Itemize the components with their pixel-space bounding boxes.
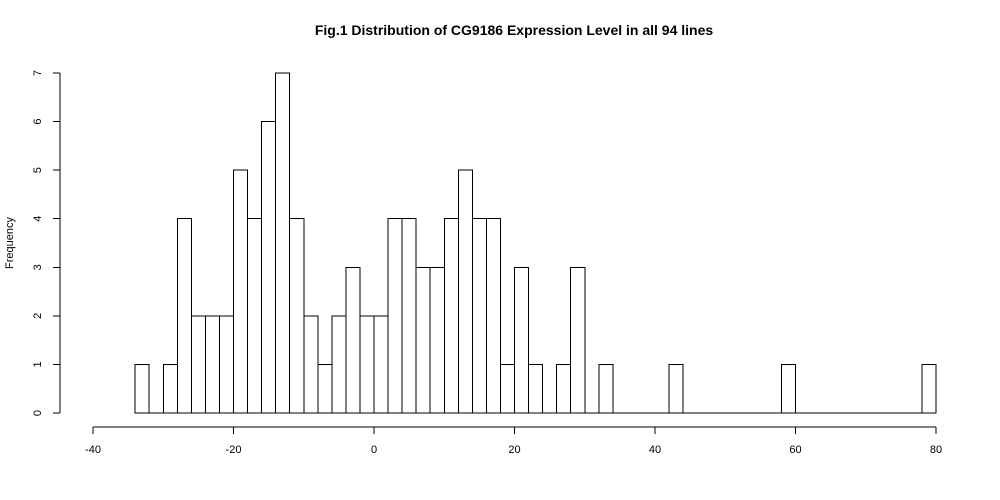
y-tick-label: 4 (32, 216, 44, 222)
histogram-bar (331, 315, 347, 414)
x-tick-label: -40 (85, 444, 101, 456)
histogram-bar (275, 72, 291, 414)
histogram-bar (921, 363, 937, 414)
y-tick-label: 5 (32, 167, 44, 173)
y-tick-label: 2 (32, 313, 44, 319)
y-tick-label: 1 (32, 361, 44, 367)
x-axis: -40 -20 0 20 40 60 80 (85, 426, 942, 456)
histogram-bar (528, 363, 544, 414)
histogram-bar (387, 218, 403, 414)
histogram-bar (162, 363, 178, 414)
x-tick-label: 40 (649, 444, 661, 456)
y-tick-label: 0 (32, 410, 44, 416)
histogram-bar (556, 363, 572, 414)
x-tick-label: 60 (789, 444, 801, 456)
histogram-bar (176, 218, 192, 414)
y-tick-label: 3 (32, 264, 44, 270)
y-tick-label: 6 (32, 119, 44, 125)
histogram-bar (598, 363, 614, 414)
histogram-bar (359, 315, 375, 414)
y-axis-title: Frequency (4, 217, 16, 269)
histogram-bar (499, 363, 516, 414)
histogram-bar (289, 218, 305, 414)
histogram-bar (443, 218, 459, 414)
y-tick-label: 7 (32, 70, 44, 76)
histogram-bar (429, 266, 445, 414)
histogram-bar (303, 315, 319, 414)
x-tick-label: 80 (930, 444, 942, 456)
histogram-bar (457, 169, 473, 414)
y-axis: 0 1 2 3 4 5 6 7 (32, 70, 61, 416)
histogram-bar (345, 266, 361, 414)
histogram-bar (218, 315, 234, 414)
histogram-bar (514, 266, 530, 414)
histogram-bar (485, 218, 501, 414)
histogram-bar (261, 121, 277, 414)
x-tick-label: 0 (371, 444, 377, 456)
histogram-bar (373, 315, 389, 414)
histogram-bar (401, 218, 417, 414)
bars-layer (134, 72, 937, 414)
histogram-bar (204, 315, 220, 414)
histogram-bar (317, 363, 333, 414)
x-tick-label: 20 (508, 444, 520, 456)
chart-title: Fig.1 Distribution of CG9186 Expression … (315, 22, 714, 38)
histogram-bar (134, 363, 150, 414)
histogram-bar (247, 218, 263, 414)
x-tick-label: -20 (226, 444, 242, 456)
histogram-bar (233, 169, 249, 414)
histogram-bar (471, 218, 487, 414)
histogram-bar (668, 363, 684, 414)
histogram-bar (780, 363, 797, 414)
histogram-bar (190, 315, 206, 414)
histogram-bar (570, 266, 586, 414)
histogram-bar (415, 266, 431, 414)
